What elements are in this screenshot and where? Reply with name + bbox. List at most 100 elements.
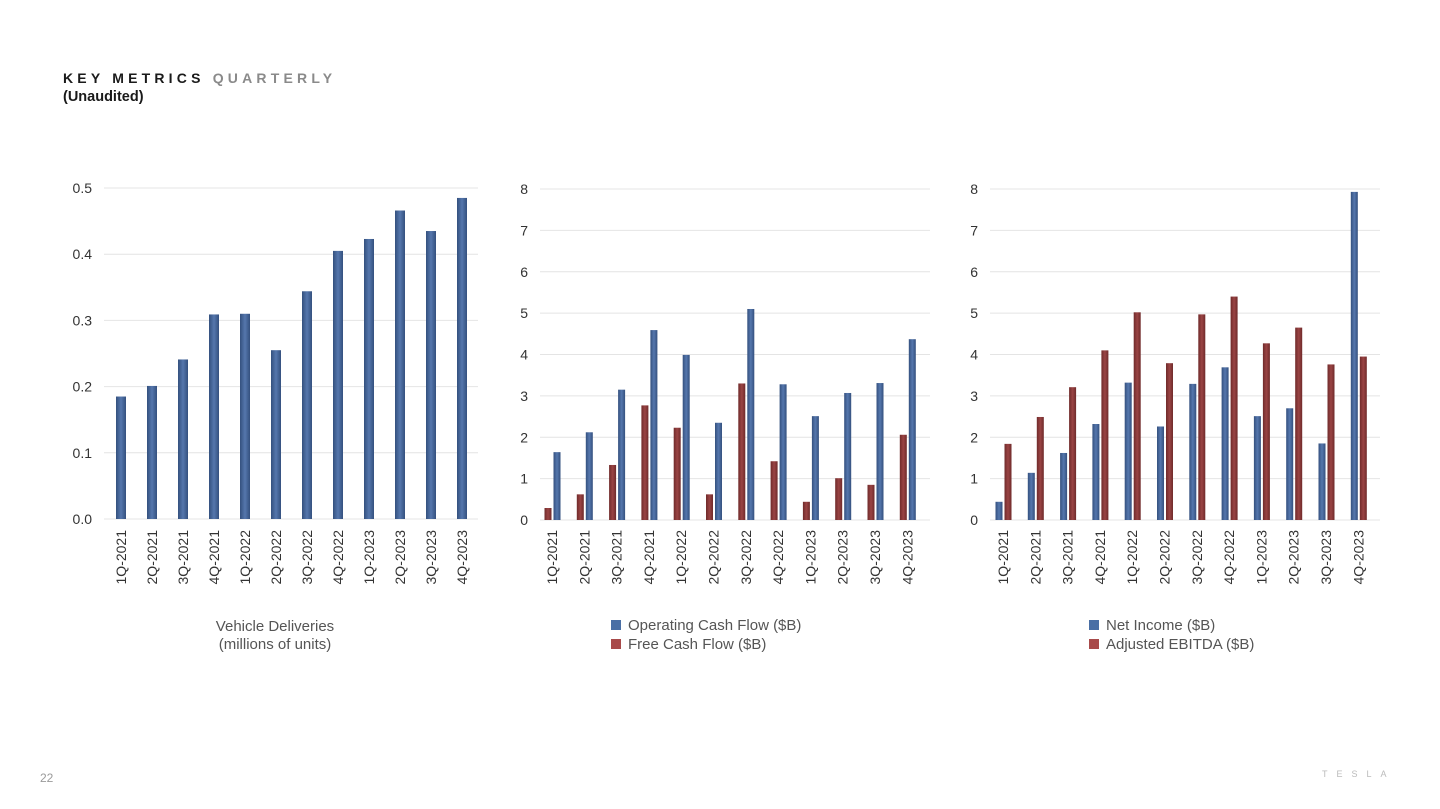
bar <box>899 434 907 520</box>
y-tick-label: 4 <box>970 347 978 363</box>
x-tick-label: 4Q-2021 <box>1092 530 1108 585</box>
y-tick-label: 3 <box>520 388 528 404</box>
legend-label: Free Cash Flow ($B) <box>628 636 766 653</box>
bar <box>178 359 188 519</box>
x-tick-label: 2Q-2021 <box>144 530 160 585</box>
legend-label: (millions of units) <box>219 636 332 653</box>
chart-1: 0.0 0.1 0.2 0.3 0.4 0.5 1Q-2021 2Q-2021 3Q-2021 4… <box>73 180 478 653</box>
bar <box>738 383 746 520</box>
bar <box>835 478 843 520</box>
bar <box>609 464 617 520</box>
bar <box>779 384 787 520</box>
x-tick-label: 4Q-2021 <box>641 530 657 585</box>
bar <box>457 197 467 519</box>
brand-logo: TESLA <box>1322 769 1396 779</box>
bar <box>544 508 552 520</box>
y-tick-label: 0.3 <box>73 312 93 328</box>
bar <box>1101 350 1109 520</box>
bar <box>618 389 626 520</box>
bar <box>1286 408 1294 520</box>
x-tick-label: 2Q-2023 <box>392 530 408 585</box>
bar <box>426 231 436 519</box>
bar <box>1036 416 1044 520</box>
bar <box>364 238 374 519</box>
bar <box>1262 343 1270 520</box>
bar <box>715 422 722 520</box>
bar <box>116 396 126 519</box>
x-tick-label: 2Q-2023 <box>835 530 851 585</box>
bar <box>867 484 875 520</box>
x-tick-label: 4Q-2023 <box>454 530 470 585</box>
x-tick-label: 3Q-2023 <box>423 530 439 585</box>
bar <box>682 354 690 520</box>
bar <box>1253 416 1261 520</box>
bar <box>1124 382 1132 520</box>
y-tick-label: 4 <box>520 347 528 363</box>
bar <box>641 405 649 520</box>
x-tick-label: 1Q-2021 <box>544 530 560 585</box>
bar <box>747 308 755 520</box>
x-tick-label: 1Q-2021 <box>113 530 129 585</box>
x-tick-label: 1Q-2023 <box>1253 530 1269 585</box>
title-main: KEY METRICS <box>63 70 205 86</box>
y-tick-label: 0.2 <box>73 379 93 395</box>
y-tick-label: 8 <box>520 181 528 197</box>
x-tick-label: 4Q-2023 <box>899 530 915 585</box>
x-tick-label: 1Q-2023 <box>802 530 818 585</box>
bar <box>271 350 281 519</box>
x-tick-label: 4Q-2021 <box>206 530 222 585</box>
page-number: 22 <box>40 771 54 785</box>
y-tick-label: 7 <box>970 222 978 238</box>
bar <box>1133 312 1141 520</box>
chart-2: 0 1 2 3 4 5 6 7 8 1Q-2021 2Q-2021 3Q-2021 4Q-2021 1Q-… <box>520 181 930 653</box>
bar <box>1295 327 1303 520</box>
y-tick-label: 6 <box>970 264 978 280</box>
legend-swatch <box>1089 639 1099 649</box>
bar <box>1359 356 1367 520</box>
bar <box>1230 296 1238 520</box>
x-tick-label: 2Q-2022 <box>706 530 722 585</box>
bar <box>147 385 157 519</box>
bar <box>209 314 219 519</box>
title-accent: QUARTERLY <box>212 70 337 86</box>
bar <box>995 501 1003 520</box>
bar <box>1318 443 1326 520</box>
x-tick-label: 4Q-2022 <box>330 530 346 585</box>
page-title: KEY METRICS QUARTERLY <box>63 70 336 86</box>
y-tick-label: 0.5 <box>73 180 93 196</box>
bar <box>585 432 593 520</box>
legend-label: Adjusted EBITDA ($B) <box>1106 636 1254 653</box>
bar <box>1069 387 1077 520</box>
x-tick-label: 1Q-2023 <box>361 530 377 585</box>
bar <box>811 416 819 520</box>
legend-label: Vehicle Deliveries <box>216 618 334 635</box>
bar <box>553 452 561 520</box>
bar <box>1350 191 1358 521</box>
bar <box>1198 314 1206 520</box>
x-tick-label: 4Q-2023 <box>1350 530 1366 585</box>
x-tick-label: 2Q-2022 <box>1157 530 1173 585</box>
legend-swatch <box>611 620 621 630</box>
bar <box>650 330 658 520</box>
x-tick-label: 3Q-2022 <box>738 530 754 585</box>
y-tick-label: 0 <box>970 512 978 528</box>
y-tick-label: 2 <box>970 429 978 445</box>
bar <box>1157 426 1164 520</box>
chart-3: 0 1 2 3 4 5 6 7 8 1Q-2021 2Q-2021 3Q-2021 4Q-2021 1Q-… <box>970 181 1380 653</box>
x-tick-label: 3Q-2021 <box>609 530 625 585</box>
x-tick-label: 2Q-2021 <box>576 530 592 585</box>
x-tick-label: 4Q-2022 <box>1221 530 1237 585</box>
y-tick-label: 0.1 <box>73 445 93 461</box>
x-tick-label: 2Q-2021 <box>1027 530 1043 585</box>
bar <box>876 383 884 520</box>
x-tick-label: 3Q-2022 <box>299 530 315 585</box>
x-tick-label: 2Q-2023 <box>1286 530 1302 585</box>
x-tick-label: 1Q-2022 <box>1124 530 1140 585</box>
bar <box>1221 367 1229 520</box>
page-subtitle: (Unaudited) <box>63 89 144 105</box>
bar <box>333 250 343 519</box>
bar <box>706 494 713 520</box>
y-tick-label: 6 <box>520 264 528 280</box>
y-tick-label: 3 <box>970 388 978 404</box>
